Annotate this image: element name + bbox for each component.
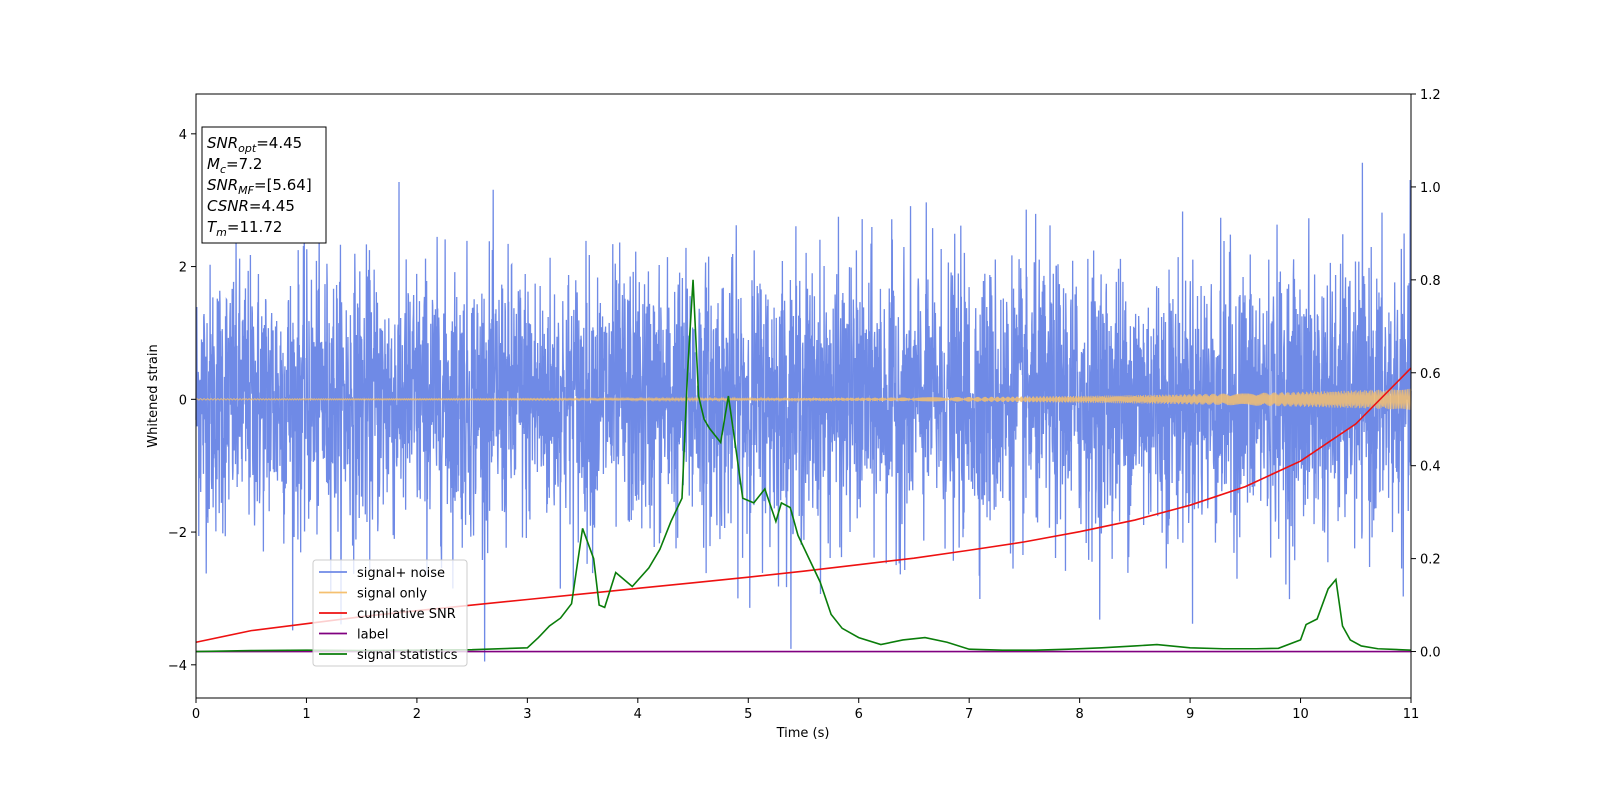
y-tick-label: −4 [168,659,187,674]
x-tick-label: 8 [1075,707,1083,722]
x-tick-label: 10 [1292,707,1309,722]
x-tick-label: 5 [744,707,752,722]
x-tick-label: 6 [855,707,863,722]
legend-label: label [357,628,388,643]
y-tick-label: 0 [179,393,187,408]
y-tick-label: −2 [168,526,187,541]
x-tick-label: 7 [965,707,973,722]
annotation-line: SNRMF=[5.64] [207,176,312,197]
y2-tick-label: 0.2 [1420,553,1441,568]
y2-tick-label: 0.4 [1420,460,1441,475]
y-axis-right: 0.0 0.2 0.4 0.6 0.8 1.0 1.2 [1411,88,1441,661]
legend-label: signal only [357,587,427,602]
annotation-line: Mc=7.2 [207,155,262,176]
annotation-line: Tm=11.72 [207,218,282,239]
y2-tick-label: 1.2 [1420,88,1441,103]
x-tick-label: 11 [1403,707,1420,722]
x-tick-label: 3 [523,707,531,722]
legend: signal+ noise signal only cumilative SNR la… [312,559,468,667]
y-axis-left: −4 −2 0 2 4 [168,128,196,674]
x-tick-label: 1 [302,707,310,722]
legend-label: signal+ noise [357,566,445,581]
x-axis-label: Time (s) [776,726,830,741]
series-line-signal-only [195,388,1412,410]
y2-tick-label: 0.8 [1420,274,1441,289]
x-tick-label: 9 [1186,707,1194,722]
annotation-line: SNRopt=4.45 [207,134,302,155]
legend-label: cumilative SNR [357,607,456,622]
y2-tick-label: 0.0 [1420,646,1441,661]
annotation-line: CSNR=4.45 [207,197,295,215]
y-tick-label: 2 [179,261,187,276]
x-tick-label: 0 [192,707,200,722]
y-axis-label: Whitened strain [146,344,161,447]
y-tick-label: 4 [179,128,187,143]
y2-tick-label: 1.0 [1420,181,1441,196]
x-tick-label: 4 [634,707,642,722]
series-line-signal-noise [195,162,1412,662]
legend-label: signal statistics [357,648,458,663]
series-line-signal-statistics [195,279,1412,653]
plot-frame [195,93,1412,699]
y2-tick-label: 0.6 [1420,367,1441,382]
x-axis: 0 1 2 3 4 5 6 7 8 9 10 11 [192,698,1419,722]
legend-frame [312,559,468,667]
annotation-frame [201,126,327,244]
x-tick-label: 2 [413,707,421,722]
